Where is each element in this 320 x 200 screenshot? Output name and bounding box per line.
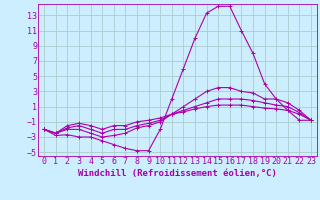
- X-axis label: Windchill (Refroidissement éolien,°C): Windchill (Refroidissement éolien,°C): [78, 169, 277, 178]
